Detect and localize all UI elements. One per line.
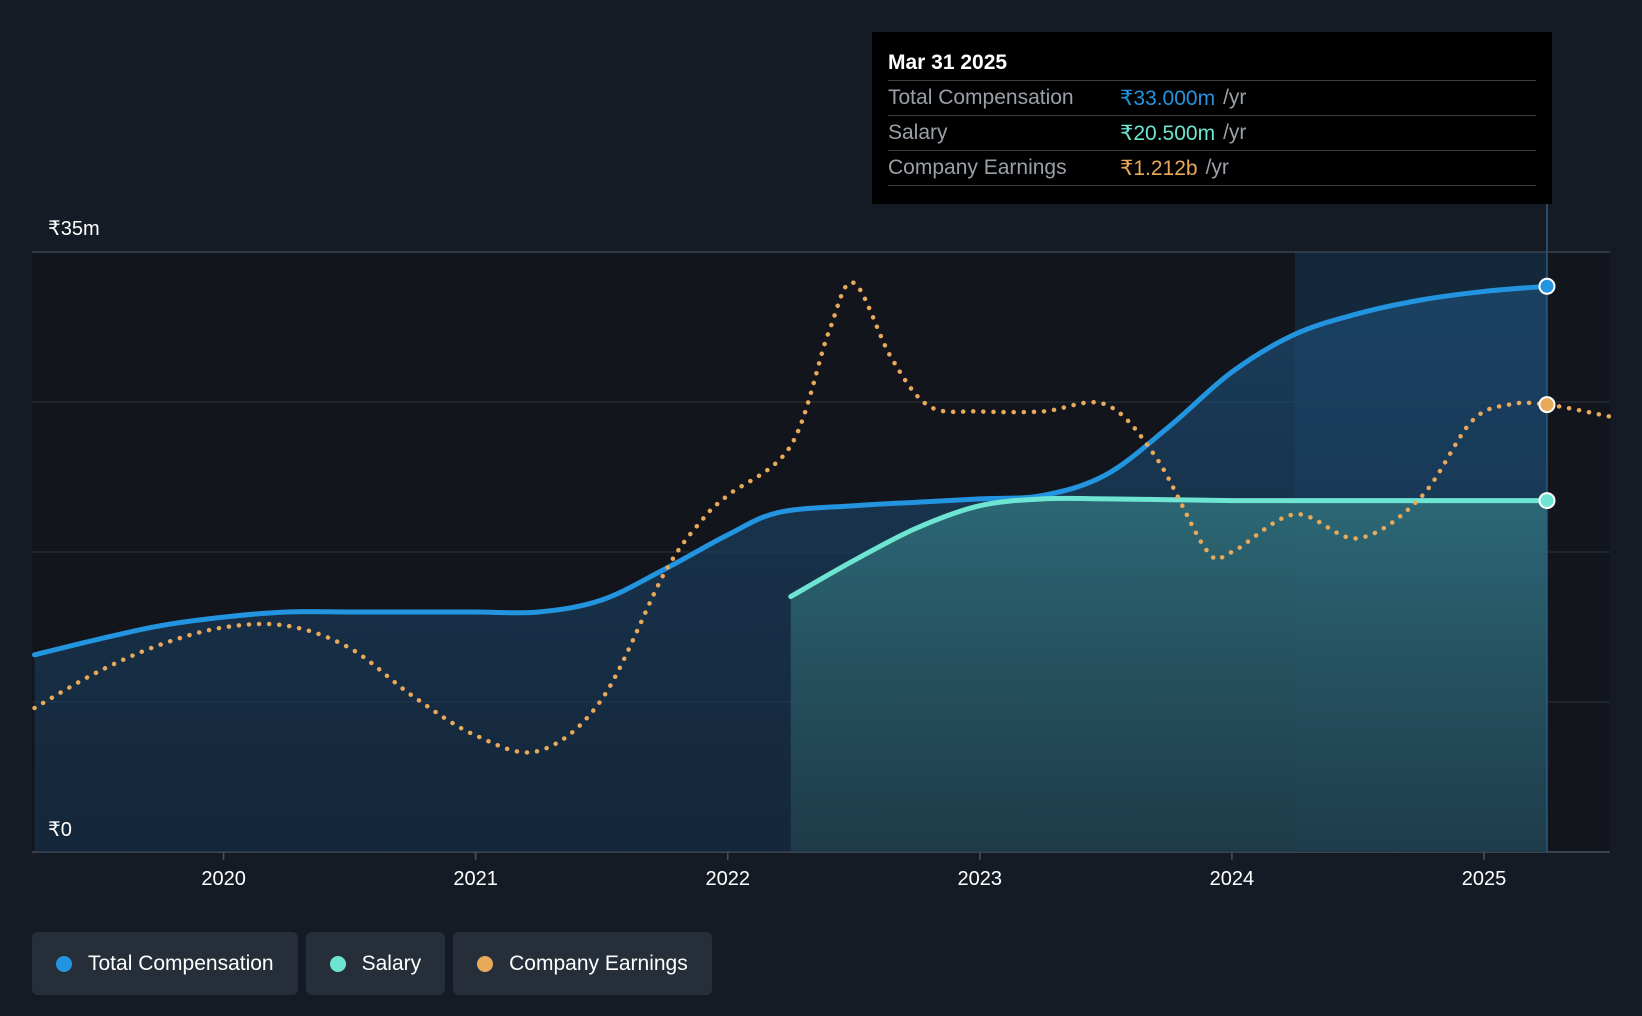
tooltip: Mar 31 2025 Total Compensation ₹33.000m … [872,32,1552,204]
compensation-chart: 2020 2021 2022 2023 2024 2025 ₹35m ₹0 [32,204,1613,890]
y-axis-max-label: ₹35m [48,218,100,240]
total-compensation-marker [1538,277,1556,295]
x-tick-label: 2025 [1462,868,1507,890]
company-earnings-dot-icon [477,955,494,972]
tooltip-date: Mar 31 2025 [888,46,1536,81]
total-compensation-dot-icon [56,955,72,972]
x-tick-label: 2024 [1210,868,1255,890]
tooltip-unit: /yr [1223,86,1247,109]
tooltip-label: Salary [888,121,948,144]
legend-item-salary[interactable]: Salary [305,932,446,995]
company-earnings-line [32,280,1613,755]
tooltip-label: Company Earnings [888,156,1067,179]
x-tick-label: 2022 [705,868,750,890]
tooltip-row-salary: Salary ₹20.500m /yr [888,116,1536,151]
tooltip-value: ₹33.000m [1120,86,1216,110]
total-compensation-line [32,283,1550,658]
tooltip-row-total-compensation: Total Compensation ₹33.000m /yr [888,81,1536,116]
tooltip-value: ₹20.500m [1120,121,1216,145]
x-tick-label: 2021 [453,868,498,890]
legend: Total Compensation Salary Company Earnin… [32,932,712,995]
legend-item-total-compensation[interactable]: Total Compensation [32,932,298,995]
tooltip-label: Total Compensation [888,86,1074,109]
legend-label: Total Compensation [88,951,274,975]
legend-label: Company Earnings [509,951,688,975]
end-markers [1538,277,1556,510]
tooltip-row-company-earnings: Company Earnings ₹1.212b /yr [888,151,1536,186]
tooltip-value: ₹1.212b [1120,156,1198,180]
tooltip-unit: /yr [1205,156,1229,179]
legend-item-company-earnings[interactable]: Company Earnings [453,932,712,995]
x-tick-label: 2023 [958,868,1003,890]
x-tick-label: 2020 [201,868,246,890]
salary-dot-icon [329,955,346,972]
legend-label: Salary [361,951,422,975]
x-axis-ticks: 2020 2021 2022 2023 2024 2025 [201,852,1506,890]
tooltip-unit: /yr [1223,121,1247,144]
company-earnings-marker [1538,396,1556,414]
salary-marker [1538,492,1556,510]
salary-line [788,495,1550,600]
salary-area [790,498,1547,852]
y-axis-min-label: ₹0 [48,819,72,841]
